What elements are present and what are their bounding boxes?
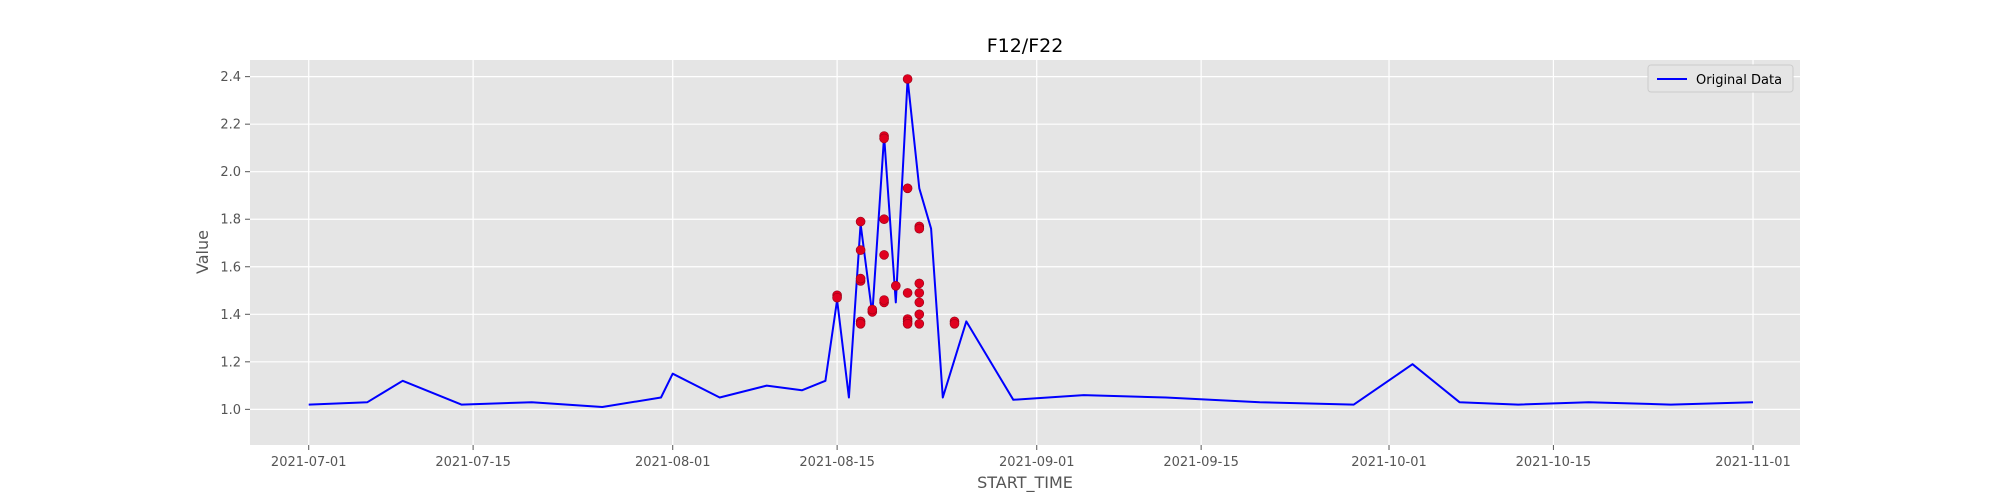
y-axis: 1.0 1.2 1.4 1.6 1.8 2.0 2.2 2.4 (220, 70, 250, 418)
x-tick-label: 2021-07-15 (435, 455, 511, 470)
grid-lines (250, 60, 1800, 445)
y-axis-label: Value (193, 230, 212, 274)
legend-label-original-data: Original Data (1696, 73, 1782, 88)
anomaly-point (902, 318, 913, 329)
y-tick-label: 1.8 (220, 213, 241, 228)
anomaly-point (855, 216, 866, 227)
y-tick-label: 2.2 (220, 118, 241, 133)
series-line-original-data (308, 78, 1754, 408)
x-tick-label: 2021-09-01 (999, 455, 1075, 470)
y-tick-label: 1.0 (220, 403, 241, 418)
y-tick-label: 2.0 (220, 165, 241, 180)
y-tick-label: 1.6 (220, 260, 241, 275)
anomaly-point (914, 223, 925, 234)
y-tick-label: 1.4 (220, 308, 241, 323)
x-axis: 2021-07-01 2021-07-15 2021-08-01 2021-08-15… (271, 445, 1791, 470)
x-tick-label: 2021-10-15 (1516, 455, 1592, 470)
anomaly-point (902, 74, 913, 84)
x-axis-label: START_TIME (977, 473, 1073, 493)
y-tick-label: 1.2 (220, 355, 241, 370)
x-tick-label: 2021-09-15 (1163, 455, 1239, 470)
x-tick-label: 2021-08-15 (799, 455, 875, 470)
legend: Original Data (1647, 64, 1794, 93)
anomaly-point (855, 245, 866, 255)
anomaly-point (914, 278, 925, 289)
anomaly-point (879, 214, 889, 224)
anomaly-point (867, 304, 878, 315)
anomaly-point (914, 309, 925, 320)
anomaly-point (949, 318, 960, 329)
anomaly-point (890, 280, 901, 291)
anomaly-point (879, 250, 889, 260)
anomaly-point (902, 288, 913, 298)
legend-box (1647, 64, 1794, 93)
x-tick-label: 2021-11-01 (1715, 455, 1791, 470)
anomaly-point (914, 297, 925, 308)
plot-area (250, 60, 1800, 445)
anomaly-point (879, 133, 889, 144)
anomaly-point (832, 292, 842, 303)
anomaly-point (879, 295, 889, 305)
anomaly-point (855, 273, 866, 284)
chart-title: F12/F22 (987, 35, 1064, 57)
series-layer (308, 74, 1754, 408)
anomaly-point (902, 183, 913, 194)
anomaly-point (914, 318, 925, 329)
x-tick-label: 2021-07-01 (271, 455, 347, 470)
x-tick-label: 2021-10-01 (1351, 455, 1427, 470)
anomaly-point (914, 288, 925, 298)
anomaly-point (855, 318, 866, 329)
x-tick-label: 2021-08-01 (635, 455, 711, 470)
y-tick-label: 2.4 (220, 70, 241, 85)
